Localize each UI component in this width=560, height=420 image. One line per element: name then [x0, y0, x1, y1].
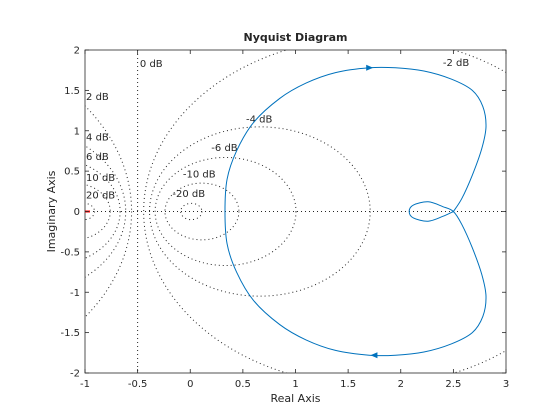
- nyquist-curve: [224, 66, 487, 357]
- db-grid-lines: [85, 50, 506, 373]
- x-tick-label: 2.5: [445, 379, 461, 390]
- db-circle: [149, 126, 371, 297]
- db-circle: [85, 105, 133, 318]
- db-circle: [154, 156, 297, 267]
- chart-title: Nyquist Diagram: [244, 31, 348, 44]
- x-tick-label: 2: [398, 379, 404, 390]
- y-axis: -2 -1.5 -1 -0.5 0 0.5 1 1.5 2: [60, 46, 506, 380]
- db-grid: -2 dB -4 dB -6 dB -10 dB -20 dB 2 dB 4 dB 6 dB 1…: [85, 50, 506, 373]
- x-tick-label: -1: [80, 379, 90, 390]
- plot-area: [84, 49, 507, 374]
- x-tick-label: 1.5: [340, 379, 356, 390]
- db-label: 10 dB: [86, 173, 115, 184]
- db-label: 6 dB: [86, 152, 109, 163]
- db-label: -20 dB: [172, 189, 205, 200]
- y-tick-label: -2: [70, 369, 80, 380]
- y-tick-label: 1.5: [64, 86, 80, 97]
- y-tick-label: 2: [74, 46, 80, 57]
- db-circle: [85, 202, 96, 221]
- direction-arrow: [370, 352, 378, 359]
- x-tick-label: -0.5: [128, 379, 148, 390]
- y-tick-label: -1: [70, 288, 80, 299]
- db-label: 20 dB: [86, 191, 115, 202]
- x-axis: -1 -0.5 0 0.5 1 1.5 2 2.5 3: [80, 50, 509, 390]
- y-tick-label: 0: [74, 207, 80, 218]
- y-tick-label: 1: [74, 126, 80, 137]
- db-label: -10 dB: [183, 170, 216, 181]
- db-label: -2 dB: [443, 58, 469, 69]
- x-tick-label: 1: [292, 379, 298, 390]
- db-label: -6 dB: [211, 143, 237, 154]
- db-label: 0 dB: [140, 59, 163, 70]
- y-tick-label: -1.5: [60, 328, 80, 339]
- x-tick-label: 0: [187, 379, 193, 390]
- db-label: -4 dB: [246, 115, 272, 126]
- db-label: 2 dB: [86, 92, 109, 103]
- y-tick-label: -0.5: [60, 247, 80, 258]
- direction-arrow: [366, 64, 374, 71]
- x-tick-label: 3: [503, 379, 509, 390]
- y-tick-label: 0.5: [64, 167, 80, 178]
- y-axis-label: Imaginary Axis: [45, 170, 58, 252]
- x-axis-label: Real Axis: [270, 392, 320, 405]
- db-label: 4 dB: [86, 132, 109, 143]
- db-circle: [85, 164, 121, 259]
- db-circle: [85, 184, 111, 239]
- x-tick-label: 0.5: [235, 379, 251, 390]
- db-circle: [164, 182, 240, 241]
